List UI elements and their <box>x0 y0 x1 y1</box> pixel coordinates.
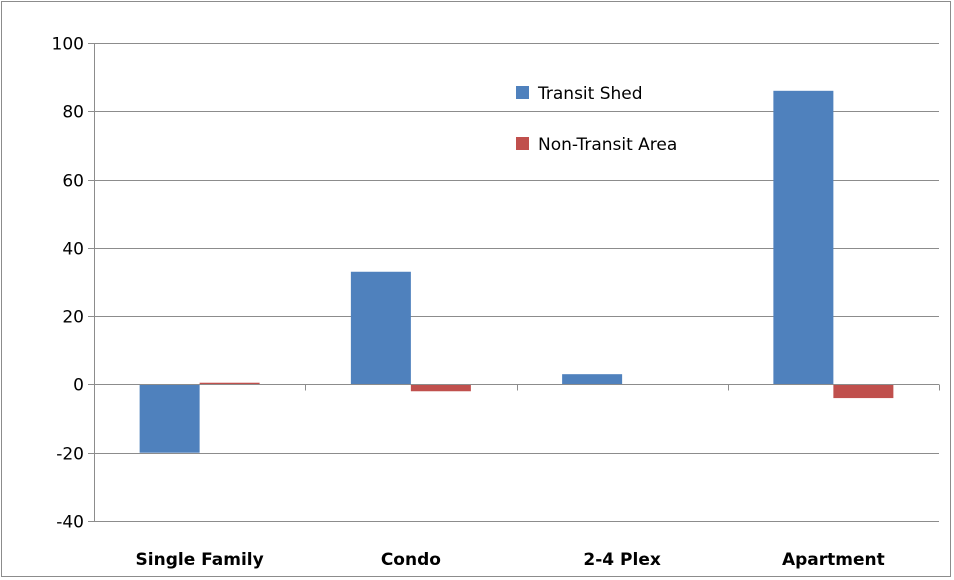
y-tick-label: -40 <box>56 513 84 533</box>
legend: Transit Shed Non-Transit Area <box>516 84 677 155</box>
bar-transit-shed-condo <box>350 271 411 385</box>
bar-transit-shed-apartment <box>773 90 834 385</box>
bar-transit-shed-2-4-plex <box>562 374 623 385</box>
y-tick-label: 100 <box>52 35 84 55</box>
y-tick-label: -20 <box>56 445 84 465</box>
legend-swatch <box>516 86 529 99</box>
category-label: 2-4 Plex <box>583 550 660 570</box>
y-tick-label: 40 <box>62 240 84 260</box>
category-label: Condo <box>381 550 441 570</box>
y-tick-label: 20 <box>62 308 84 328</box>
axes <box>94 43 940 521</box>
legend-swatch <box>516 137 529 150</box>
category-labels: Single Family Condo 2-4 Plex Apartment <box>136 550 885 570</box>
category-label: Single Family <box>136 550 264 570</box>
y-tick-label: 80 <box>62 103 84 123</box>
y-tick-label: 60 <box>62 172 84 192</box>
legend-label: Non-Transit Area <box>538 135 677 155</box>
y-tick-label: 0 <box>73 376 84 396</box>
bars <box>139 90 894 453</box>
bar-non-transit-area-single-family <box>199 382 260 385</box>
y-tick-labels: -40 -20 0 20 40 60 80 100 <box>52 35 84 533</box>
bar-non-transit-area-condo <box>410 384 471 392</box>
bar-non-transit-area-apartment <box>833 384 894 399</box>
bar-transit-shed-single-family <box>139 384 200 453</box>
category-label: Apartment <box>782 550 885 570</box>
legend-label: Transit Shed <box>537 84 643 104</box>
